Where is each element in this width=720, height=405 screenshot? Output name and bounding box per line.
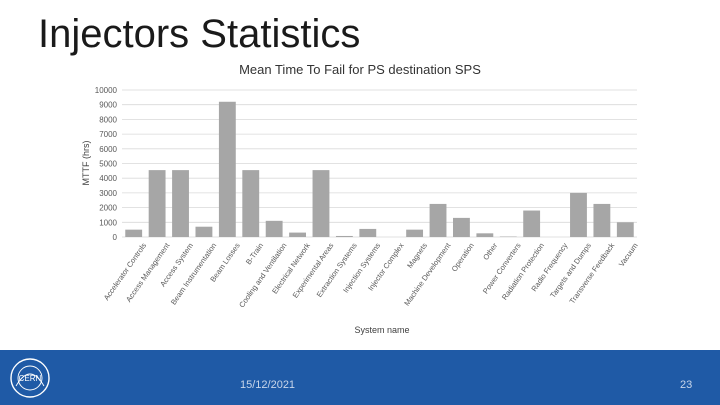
x-axis-title: System name — [354, 325, 409, 335]
bar — [570, 192, 587, 237]
bar — [406, 229, 424, 237]
y-tick-label: 1000 — [99, 218, 117, 227]
x-category-label: Operation — [450, 241, 476, 273]
y-tick-label: 6000 — [99, 145, 117, 154]
bar — [265, 220, 283, 237]
footer-bar: CERN 15/12/2021 23 — [0, 350, 720, 405]
y-tick-label: 10000 — [95, 86, 118, 95]
x-category-label: Vacuum — [617, 241, 640, 268]
cern-logo-icon: CERN — [10, 358, 50, 398]
y-tick-label: 4000 — [99, 174, 117, 183]
y-tick-label: 5000 — [99, 160, 117, 169]
mttf-bar-chart: 0 1000 2000 3000 4000 5000 6000 7000 8000 9000 100… — [81, 86, 640, 335]
bar — [218, 101, 236, 237]
y-tick-label: 9000 — [99, 101, 117, 110]
svg-text:CERN: CERN — [19, 374, 42, 383]
y-axis-ticks: 0 1000 2000 3000 4000 5000 6000 7000 8000 9000 100… — [95, 86, 118, 242]
bar — [616, 222, 634, 237]
y-axis-title: MTTF (hrs) — [81, 141, 91, 186]
x-category-label: Radiation Protection — [500, 241, 546, 301]
bar — [242, 170, 260, 237]
x-category-label: Other — [481, 241, 499, 262]
bar — [125, 229, 143, 237]
bar — [523, 210, 541, 237]
y-tick-label: 3000 — [99, 189, 117, 198]
x-category-label: Accelerator Controls — [102, 241, 148, 302]
bar — [335, 235, 353, 237]
x-category-label: Transverse Feedback — [567, 241, 616, 306]
bars — [125, 101, 634, 237]
footer-date: 15/12/2021 — [240, 379, 296, 391]
slide-title: Injectors Statistics — [38, 12, 361, 56]
bar — [476, 233, 494, 237]
x-category-label: Machine Development — [402, 240, 453, 307]
bar — [172, 170, 189, 237]
gridlines — [122, 89, 637, 238]
y-tick-label: 8000 — [99, 115, 117, 124]
bar — [359, 228, 377, 237]
bar — [453, 217, 470, 237]
page-number: 23 — [680, 379, 693, 391]
bar — [148, 170, 166, 237]
y-tick-label: 7000 — [99, 130, 117, 139]
bar — [289, 232, 306, 237]
chart-title: Mean Time To Fail for PS destination SPS — [239, 62, 481, 77]
bar — [195, 226, 213, 237]
y-tick-label: 2000 — [99, 204, 117, 213]
y-tick-label: 0 — [113, 233, 118, 242]
x-category-label: Magnets — [405, 241, 429, 270]
bar — [312, 170, 330, 237]
x-category-label: B-Train — [244, 241, 265, 266]
bar — [429, 203, 447, 237]
bar — [593, 203, 611, 237]
